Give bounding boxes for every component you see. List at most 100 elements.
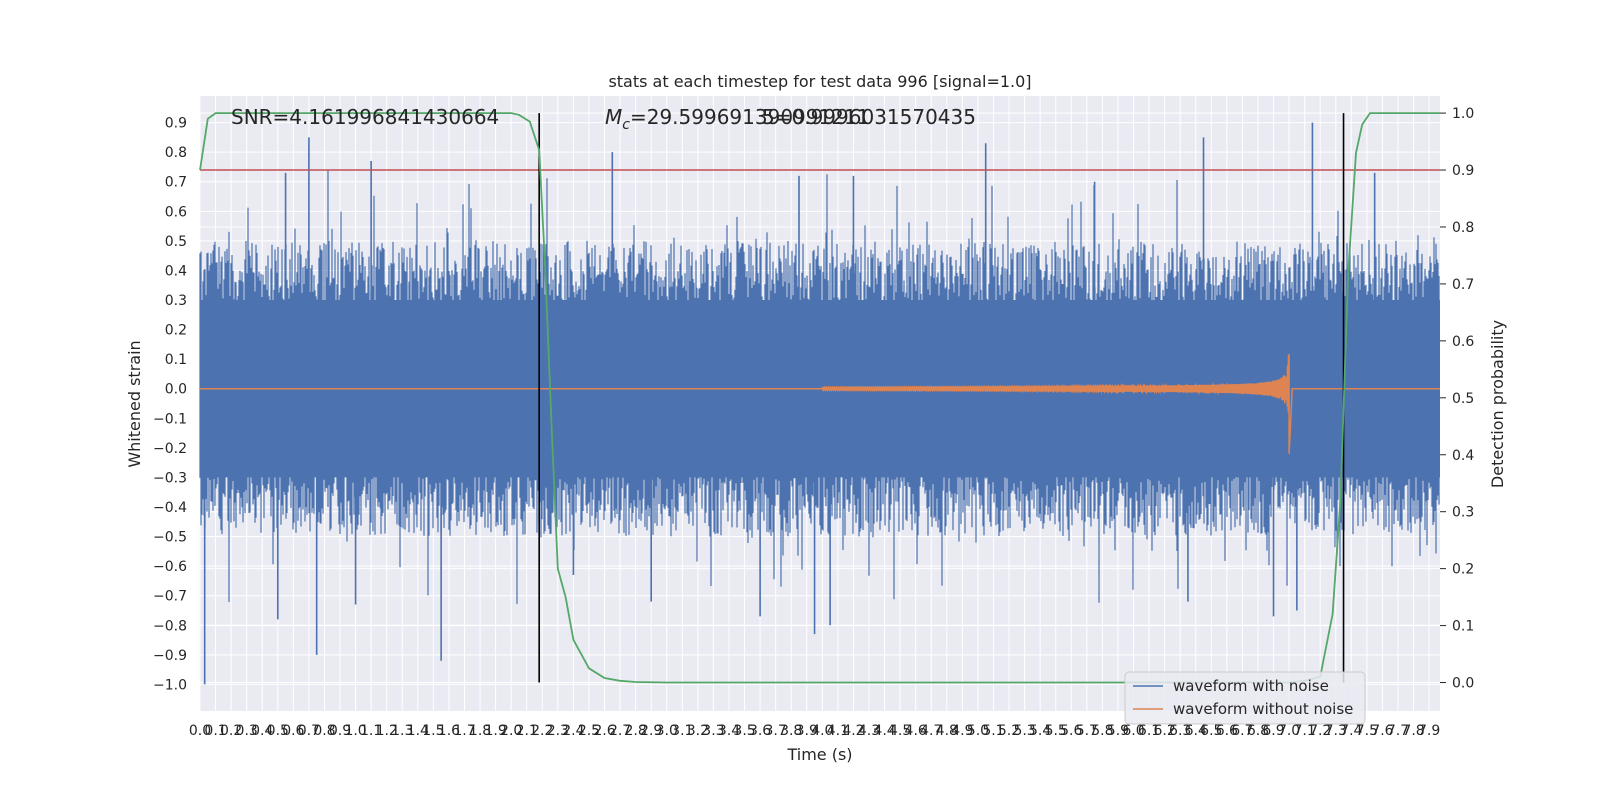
chart-title: stats at each timestep for test data 996… <box>608 72 1031 91</box>
x-tick-label-57: 5.7 <box>1076 723 1098 739</box>
x-tick-label-61: 6.1 <box>1138 723 1160 739</box>
x-tick-label-20: 2.0 <box>500 723 522 739</box>
x-tick-label-28: 2.8 <box>625 723 647 739</box>
x-tick-label-53: 5.3 <box>1013 723 1035 739</box>
x-tick-label-70: 7.0 <box>1278 723 1300 739</box>
y-tick-label-14: −0.5 <box>153 530 187 546</box>
x-tick-label-8: 0.8 <box>313 723 335 739</box>
x-tick-label-1: 0.1 <box>204 723 226 739</box>
x-tick-label-3: 0.3 <box>236 723 258 739</box>
x-tick-label-66: 6.6 <box>1216 723 1238 739</box>
x-tick-label-43: 4.3 <box>858 723 880 739</box>
y2-tick-label-0: 1.0 <box>1452 106 1474 122</box>
y-tick-label-13: −0.4 <box>153 500 187 516</box>
y-tick-label-2: 0.7 <box>165 175 187 191</box>
y-tick-label-8: 0.1 <box>165 352 187 368</box>
x-tick-label-74: 7.4 <box>1340 723 1362 739</box>
y-axis-label: Whitened strain <box>125 340 144 467</box>
x-tick-label-32: 3.2 <box>687 723 709 739</box>
y2-tick-label-6: 0.4 <box>1452 448 1474 464</box>
probability-trace <box>199 112 1440 684</box>
x-tick-label-47: 4.7 <box>920 723 942 739</box>
x-tick-label-12: 1.2 <box>376 723 398 739</box>
x-tick-label-65: 6.5 <box>1200 723 1222 739</box>
x-tick-label-38: 3.8 <box>780 723 802 739</box>
y-tick-label-3: 0.6 <box>165 204 187 220</box>
x-tick-label-50: 5.0 <box>967 723 989 739</box>
x-tick-label-35: 3.5 <box>733 723 755 739</box>
x-tick-label-16: 1.6 <box>438 723 460 739</box>
x-tick-label-64: 6.4 <box>1185 723 1207 739</box>
x-tick-label-49: 4.9 <box>951 723 973 739</box>
x-tick-label-39: 3.9 <box>796 723 818 739</box>
x-tick-label-45: 4.5 <box>889 723 911 739</box>
x-tick-label-0: 0.0 <box>189 723 211 739</box>
x-tick-label-60: 6.0 <box>1122 723 1144 739</box>
y-tick-label-16: −0.7 <box>153 589 187 605</box>
x-tick-label-25: 2.5 <box>578 723 600 739</box>
x-tick-label-9: 0.9 <box>329 723 351 739</box>
y-tick-label-0: 0.9 <box>165 116 187 132</box>
x-tick-label-5: 0.5 <box>267 723 289 739</box>
y2-axis-ticks: 1.0 0.9 0.8 0.7 0.6 0.5 0.4 0.3 0.2 0.1 0.0 <box>1440 106 1474 692</box>
chirp-trace <box>200 354 1440 454</box>
x-tick-label-77: 7.7 <box>1387 723 1409 739</box>
y-tick-label-11: −0.2 <box>153 441 187 457</box>
x-tick-label-29: 2.9 <box>640 723 662 739</box>
y-tick-label-12: −0.3 <box>153 470 187 486</box>
x-tick-label-26: 2.6 <box>593 723 615 739</box>
x-tick-label-7: 0.7 <box>298 723 320 739</box>
y2-tick-label-1: 0.9 <box>1452 163 1474 179</box>
series-detection-probability <box>199 112 1440 684</box>
y2-tick-label-5: 0.5 <box>1452 391 1474 407</box>
y-tick-label-4: 0.5 <box>165 234 187 250</box>
y-tick-label-7: 0.2 <box>165 323 187 339</box>
x-tick-label-62: 6.2 <box>1153 723 1175 739</box>
x-tick-label-55: 5.5 <box>1045 723 1067 739</box>
x-tick-label-59: 5.9 <box>1107 723 1129 739</box>
x-tick-label-31: 3.1 <box>671 723 693 739</box>
x-tick-label-2: 0.2 <box>220 723 242 739</box>
x-axis-ticks: 0.00.10.20.30.40.50.60.70.80.91.01.11.21… <box>189 723 1440 739</box>
x-tick-label-63: 6.3 <box>1169 723 1191 739</box>
x-tick-label-37: 3.7 <box>765 723 787 739</box>
y-tick-label-15: −0.6 <box>153 559 187 575</box>
x-tick-label-21: 2.1 <box>516 723 538 739</box>
x-tick-label-18: 1.8 <box>469 723 491 739</box>
x-tick-label-44: 4.4 <box>873 723 895 739</box>
mc-value: =29.599691390991211 <box>630 105 869 129</box>
y-tick-label-6: 0.3 <box>165 293 187 309</box>
x-tick-label-34: 3.4 <box>718 723 740 739</box>
y-tick-label-17: −0.8 <box>153 618 187 634</box>
x-tick-label-33: 3.3 <box>702 723 724 739</box>
x-tick-label-67: 6.7 <box>1231 723 1253 739</box>
mc-subscript: c <box>622 117 630 133</box>
legend-box <box>1124 671 1366 725</box>
y-axis-ticks: 0.9 0.8 0.7 0.6 0.5 0.4 0.3 0.2 0.1 0.0 −0.1 −0.2 −0… <box>153 116 187 694</box>
y-tick-label-18: −0.9 <box>153 648 187 664</box>
x-tick-label-19: 1.9 <box>484 723 506 739</box>
x-tick-label-72: 7.2 <box>1309 723 1331 739</box>
mc-symbol: M <box>605 105 622 129</box>
x-tick-label-79: 7.9 <box>1418 723 1440 739</box>
x-tick-label-48: 4.8 <box>936 723 958 739</box>
y2-tick-label-8: 0.2 <box>1452 562 1474 578</box>
x-tick-label-76: 7.6 <box>1371 723 1393 739</box>
x-tick-label-17: 1.7 <box>453 723 475 739</box>
x-tick-label-51: 5.1 <box>982 723 1004 739</box>
x-tick-label-14: 1.4 <box>407 723 429 739</box>
x-tick-label-36: 3.6 <box>749 723 771 739</box>
x-tick-label-46: 4.6 <box>905 723 927 739</box>
y-tick-label-1: 0.8 <box>165 145 187 161</box>
snr-annotation: SNR=4.161996841430664 <box>231 105 499 129</box>
x-tick-label-71: 7.1 <box>1294 723 1316 739</box>
y2-tick-label-4: 0.6 <box>1452 334 1474 350</box>
legend-label-noise: waveform with noise <box>1173 677 1329 695</box>
x-tick-label-23: 2.3 <box>547 723 569 739</box>
y2-tick-label-7: 0.3 <box>1452 505 1474 521</box>
x-tick-label-78: 7.8 <box>1402 723 1424 739</box>
y2-tick-label-9: 0.1 <box>1452 619 1474 635</box>
x-tick-label-30: 3.0 <box>656 723 678 739</box>
x-tick-label-52: 5.2 <box>998 723 1020 739</box>
